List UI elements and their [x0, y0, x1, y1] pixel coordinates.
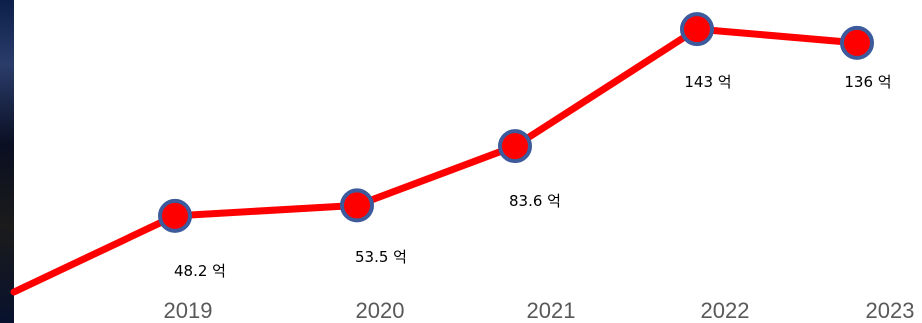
x-tick-label-2021: 2021 — [527, 298, 576, 323]
data-point-2022 — [680, 12, 714, 47]
data-point-2023 — [840, 25, 874, 60]
x-tick-label-2023: 2023 — [866, 298, 915, 323]
data-label-2022: 143 억 — [684, 73, 731, 91]
x-tick-label-2019: 2019 — [164, 298, 213, 323]
data-label-2020: 53.5 억 — [355, 248, 407, 266]
x-tick-label-2020: 2020 — [356, 298, 405, 323]
data-point-2021 — [498, 129, 532, 164]
data-point-2019 — [158, 198, 192, 233]
x-tick-label-2022: 2022 — [701, 298, 750, 323]
data-label-2021: 83.6 억 — [509, 192, 561, 210]
data-label-2019: 48.2 억 — [174, 262, 226, 280]
data-label-2023: 136 억 — [844, 73, 891, 91]
data-point-2020 — [340, 188, 374, 223]
series-line — [10, 25, 861, 296]
background-image-strip — [0, 0, 14, 323]
